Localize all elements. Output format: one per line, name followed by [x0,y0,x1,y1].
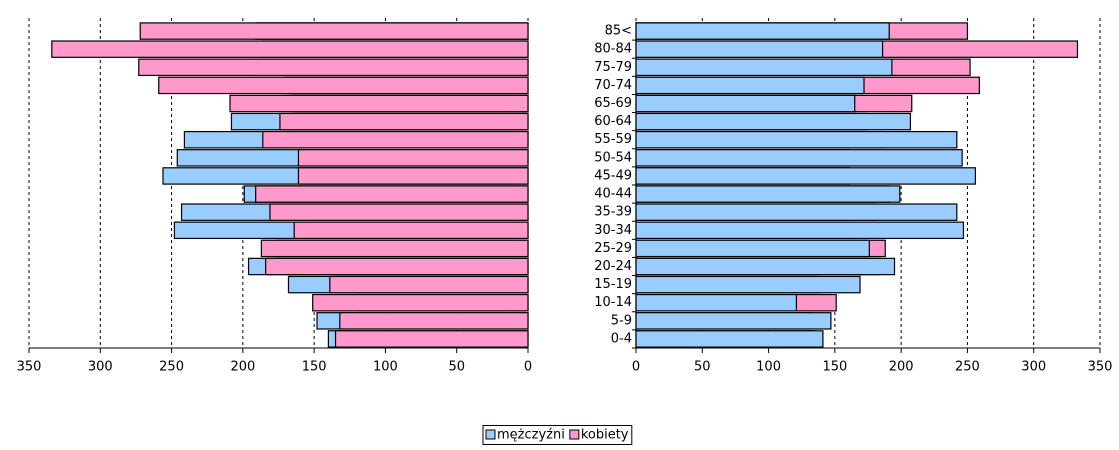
bar [635,312,832,330]
y-tick-label: 20-24 [594,259,632,274]
bar [635,40,884,58]
bar [265,257,529,276]
bar [293,221,529,240]
bar [158,76,529,95]
bar [635,130,958,149]
y-tick-label: 40-44 [594,187,632,202]
bar [262,130,529,149]
y-tick-label: 15-19 [594,277,632,292]
bar [635,239,870,258]
x-tick-label: 0 [632,360,640,375]
y-tick-label: 70-74 [594,78,632,93]
y-tick-label: 35-39 [594,205,632,220]
bar [255,185,529,203]
x-tick-label: 250 [955,360,980,375]
y-tick-label: 55-59 [594,132,632,147]
bar [139,22,529,40]
y-tick-label: 25-29 [594,241,632,256]
bar [635,330,824,348]
bar [635,94,856,113]
bar [297,167,529,185]
y-tick-label: 75-79 [594,60,632,75]
bar [138,58,529,77]
x-tick-label: 350 [17,360,42,375]
bar [635,112,912,131]
bar [635,221,965,240]
y-tick-label: 60-64 [594,114,632,129]
x-tick-label: 300 [88,360,113,375]
bar [635,185,901,203]
bar [229,94,529,113]
bar [635,293,798,312]
bar [269,203,529,221]
legend-swatch [485,429,496,440]
legend-swatch [569,429,580,440]
x-tick-label: 0 [524,360,532,375]
bar [51,40,529,58]
y-tick-label: 80-84 [594,42,632,57]
x-tick-label: 150 [302,360,327,375]
x-tick-label: 150 [822,360,847,375]
legend-label: kobiety [581,428,629,443]
y-tick-label: 65-69 [594,96,632,111]
bar [339,312,529,330]
bar [635,167,976,185]
y-tick-label: 10-14 [594,295,632,310]
y-tick-label: 5-9 [611,313,632,328]
x-tick-label: 50 [448,360,465,375]
bar [279,112,529,131]
legend: mężczyźni kobiety [482,425,633,445]
bar [635,22,890,40]
x-tick-label: 250 [159,360,184,375]
bar [260,239,529,258]
bar [635,149,963,167]
x-tick-label: 300 [1021,360,1046,375]
legend-label: mężczyźni [497,428,565,443]
y-tick-label: 50-54 [594,150,632,165]
bar [312,293,529,312]
bar [297,149,529,167]
y-tick-label: 30-34 [594,223,632,238]
x-tick-label: 200 [889,360,914,375]
legend-border [482,425,633,445]
y-tick-label: 85< [605,24,632,39]
bar [635,203,958,221]
x-tick-label: 350 [1088,360,1113,375]
bar [334,330,529,348]
x-tick-label: 200 [230,360,255,375]
y-tick-label: 0-4 [611,331,632,346]
bar [635,275,861,294]
x-tick-label: 100 [756,360,781,375]
bar [635,76,865,95]
x-tick-label: 100 [373,360,398,375]
bar [635,257,896,276]
bar [329,275,529,294]
bar [635,58,893,77]
y-tick-label: 45-49 [594,168,632,183]
x-tick-label: 50 [694,360,711,375]
